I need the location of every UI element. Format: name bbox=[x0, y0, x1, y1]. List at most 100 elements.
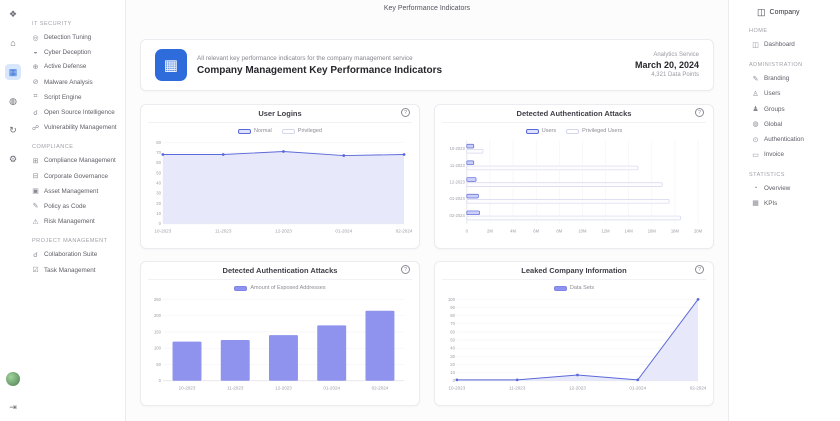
svg-text:16M: 16M bbox=[648, 229, 657, 234]
svg-text:50: 50 bbox=[156, 362, 161, 367]
sidebar-item-vulnerability-management[interactable]: ☍ Vulnerability Management bbox=[31, 124, 117, 132]
svg-text:6M: 6M bbox=[533, 229, 539, 234]
chart-card-leaked-company-information-3: Leaked Company Information? Data Sets 0 10 2… bbox=[434, 261, 714, 406]
page-title: Key Performance Indicators bbox=[383, 4, 471, 12]
osint-icon: ☌ bbox=[33, 109, 38, 117]
chart-card-user-logins-0: User Logins? Normal Privileged 0 10 20 30 40 50 6… bbox=[140, 104, 420, 249]
sidebar-item-global[interactable]: ◍ Global bbox=[752, 120, 783, 129]
legend-item-amount-of-exposed-addresses[interactable]: Amount of Exposed Addresses bbox=[234, 285, 326, 291]
svg-text:0: 0 bbox=[453, 378, 456, 383]
sync-icon[interactable]: ↻ bbox=[9, 124, 17, 135]
sidebar-item-asset-management[interactable]: ▣ Asset Management bbox=[32, 187, 99, 196]
left-sidebar: IT SECURITY ◎ Detection Tuning ◒ Cyber Decep… bbox=[26, 0, 126, 421]
sidebar-item-task-management[interactable]: ☑ Task Management bbox=[32, 266, 96, 275]
sidebar-item-open-source-intelligence[interactable]: ☌ Open Source Intelligence bbox=[29, 105, 120, 120]
svg-text:70: 70 bbox=[450, 321, 455, 326]
svg-text:10M: 10M bbox=[578, 229, 587, 234]
app-logo-icon[interactable]: ❖ bbox=[8, 8, 18, 19]
sidebar-item-cyber-deception[interactable]: ◒ Cyber Deception bbox=[29, 45, 120, 59]
kpi-banner: ▦ All relevant key performance indicator… bbox=[140, 39, 714, 91]
svg-text:11-2023: 11-2023 bbox=[227, 386, 244, 391]
right-sidebar-sections: HOME ◫ Dashboard ADMINISTRATION ✎ Branding ♙ Us… bbox=[735, 28, 834, 211]
logout-icon[interactable]: ⇥ bbox=[9, 401, 17, 412]
info-icon[interactable]: ? bbox=[401, 265, 410, 274]
sidebar-item-branding[interactable]: ✎ Branding bbox=[752, 75, 790, 83]
chart-card-detected-authentication-attacks-2: Detected Authentication Attacks? Amount o… bbox=[140, 261, 420, 406]
legend-item-normal[interactable]: Normal bbox=[238, 128, 272, 134]
sidebar-item-malware-analysis[interactable]: ⊘ Malware Analysis bbox=[32, 78, 93, 87]
legend-item-users[interactable]: Users bbox=[525, 128, 556, 134]
legend-swatch bbox=[525, 128, 539, 134]
company-label: Company bbox=[769, 9, 800, 16]
svg-text:11-2023: 11-2023 bbox=[509, 386, 526, 391]
svg-text:10-2023: 10-2023 bbox=[179, 386, 196, 391]
settings-icon[interactable]: ⚙ bbox=[8, 153, 18, 164]
svg-text:4M: 4M bbox=[510, 229, 516, 234]
legend-item-data-sets[interactable]: Data Sets bbox=[553, 285, 594, 291]
section-header: HOME bbox=[749, 28, 768, 34]
script-engine-icon: ⌗ bbox=[33, 93, 38, 101]
sidebar-item-active-defense[interactable]: ⊕ Active Defense bbox=[32, 63, 87, 71]
section-administration: ADMINISTRATION ✎ Branding ♙ Users ♟ Groups ◍ Glo… bbox=[735, 62, 834, 162]
company-switcher[interactable]: ◫ Company bbox=[757, 7, 834, 18]
section-header: IT SECURITY bbox=[32, 21, 72, 27]
sidebar-item-risk-management[interactable]: ⚠ Risk Management bbox=[32, 218, 95, 226]
sidebar-item-detection-tuning[interactable]: ◎ Detection Tuning bbox=[32, 34, 92, 42]
legend-swatch bbox=[281, 128, 295, 134]
governance-icon: ⊟ bbox=[32, 173, 39, 181]
home-icon[interactable]: ⌂ bbox=[10, 38, 16, 48]
svg-text:10-2023: 10-2023 bbox=[155, 229, 172, 234]
svg-text:20: 20 bbox=[156, 201, 161, 206]
right-sidebar: ◫ Company HOME ◫ Dashboard ADMINISTRATION ✎ B… bbox=[728, 0, 840, 421]
svg-text:12M: 12M bbox=[602, 229, 611, 234]
active-defense-icon: ⊕ bbox=[32, 63, 39, 71]
kpi-dashboard-icon[interactable]: ▦ bbox=[5, 64, 21, 80]
chart-plot: 0 10 20 30 40 50 60 70 80 10-2023 11-2023 12-2023 01… bbox=[155, 140, 412, 234]
svg-text:60: 60 bbox=[450, 329, 455, 334]
sidebar-item-overview[interactable]: ◔ Overview bbox=[735, 181, 834, 195]
dashboard-icon: ◫ bbox=[752, 41, 759, 49]
vulnerability-icon: ☍ bbox=[31, 124, 40, 132]
company-icon: ◫ bbox=[757, 7, 766, 17]
svg-text:02-2024: 02-2024 bbox=[372, 386, 389, 391]
svg-text:10: 10 bbox=[450, 370, 455, 375]
section-header: ADMINISTRATION bbox=[749, 62, 803, 69]
banner-text: All relevant key performance indicators … bbox=[197, 55, 442, 76]
malware-analysis-icon: ⊘ bbox=[32, 79, 39, 87]
collaboration-icon: ☌ bbox=[33, 251, 38, 259]
sidebar-item-users[interactable]: ♙ Users bbox=[752, 90, 781, 98]
legend-item-privileged-users[interactable]: Privileged Users bbox=[566, 128, 622, 134]
kpi-banner-icon: ▦ bbox=[155, 49, 187, 81]
sidebar-item-script-engine[interactable]: ⌗ Script Engine bbox=[29, 90, 120, 105]
section-project-management: PROJECT MANAGEMENT ☌ Collaboration Suite ☑ T… bbox=[29, 238, 120, 277]
chart-title: Leaked Company Information bbox=[521, 266, 627, 275]
modules-icon[interactable]: ◍ bbox=[9, 95, 17, 106]
task-icon: ☑ bbox=[32, 267, 39, 275]
section-header: STATISTICS bbox=[749, 172, 785, 179]
overview-icon: ◔ bbox=[753, 184, 758, 192]
info-icon[interactable]: ? bbox=[695, 265, 704, 274]
sidebar-item-invoice[interactable]: ▭ Invoice bbox=[752, 151, 784, 159]
user-avatar[interactable] bbox=[6, 372, 20, 386]
legend-item-privileged[interactable]: Privileged bbox=[281, 128, 322, 134]
svg-text:01-2024: 01-2024 bbox=[450, 196, 466, 201]
sidebar-item-policy-as-code[interactable]: ✎ Policy as Code bbox=[32, 202, 86, 211]
legend-swatch bbox=[566, 128, 580, 134]
chart-plot: 0 50 100 150 200 250 10-2023 11-2023 12-2023 01-2… bbox=[154, 297, 405, 391]
section-header: PROJECT MANAGEMENT bbox=[32, 238, 108, 245]
sidebar-item-kpis[interactable]: ▦ KPIs bbox=[752, 199, 778, 208]
icon-rail: ❖ ⌂ ▦ ◍ ↻ ⚙ ⇥ bbox=[0, 0, 26, 421]
sidebar-item-collaboration-suite[interactable]: ☌ Collaboration Suite bbox=[29, 247, 120, 262]
sidebar-item-compliance-management[interactable]: ⊞ Compliance Management bbox=[32, 157, 116, 165]
svg-text:20M: 20M bbox=[694, 229, 703, 234]
sidebar-item-dashboard[interactable]: ◫ Dashboard bbox=[752, 41, 795, 49]
banner-service: Analytics Service bbox=[653, 52, 699, 58]
svg-text:100: 100 bbox=[448, 297, 456, 302]
svg-text:01-2024: 01-2024 bbox=[629, 386, 646, 391]
groups-icon: ♟ bbox=[752, 106, 759, 114]
sidebar-item-groups[interactable]: ♟ Groups bbox=[752, 105, 785, 114]
sidebar-item-authentication[interactable]: ⊙ Authentication bbox=[752, 136, 804, 144]
info-icon[interactable]: ? bbox=[695, 108, 704, 117]
sidebar-item-corporate-governance[interactable]: ⊟ Corporate Governance bbox=[32, 172, 109, 181]
info-icon[interactable]: ? bbox=[401, 108, 410, 117]
